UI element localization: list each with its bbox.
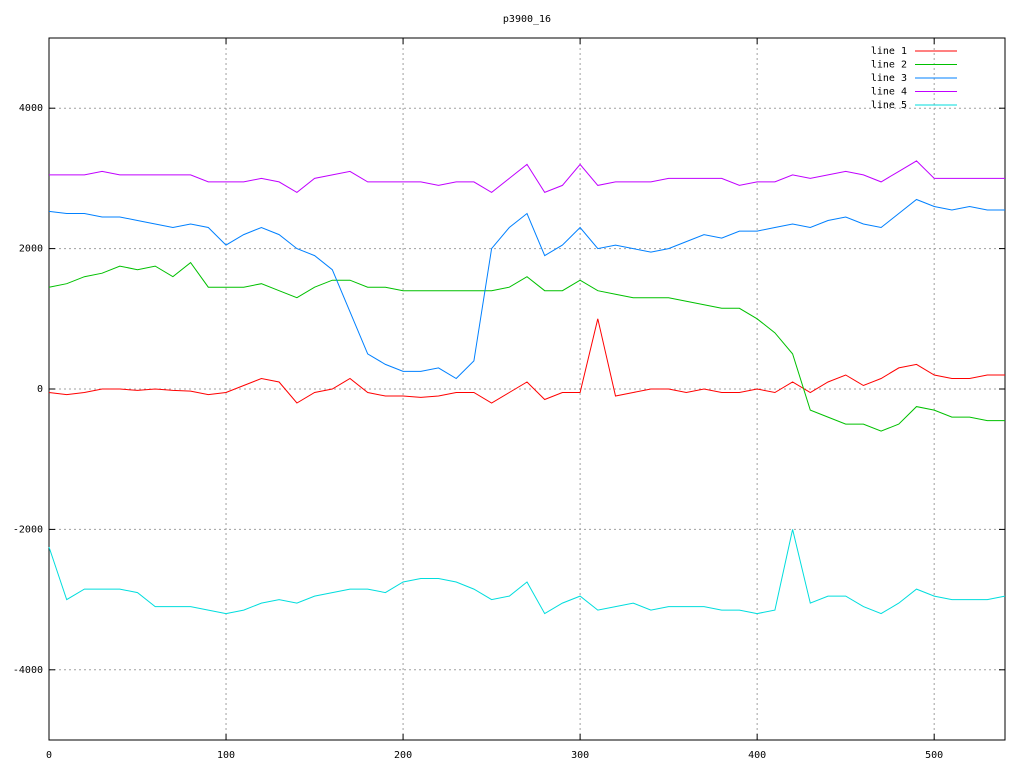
series-line <box>48 261 1005 432</box>
legend-label: line 3 <box>871 73 907 84</box>
series-line <box>48 198 1005 380</box>
legend-label: line 2 <box>871 60 907 71</box>
legend-label: line 1 <box>871 46 907 57</box>
legend-label: line 5 <box>871 100 907 111</box>
y-tick-label: 0 <box>37 384 43 395</box>
x-tick-label: 200 <box>394 750 412 761</box>
x-tick-label: 0 <box>46 750 52 761</box>
plot-border <box>48 37 1006 741</box>
x-tick-label: 100 <box>217 750 235 761</box>
chart-title: p3900_16 <box>503 14 551 25</box>
y-tick-label: -2000 <box>13 524 43 535</box>
x-tick-label: 400 <box>748 750 766 761</box>
series-line <box>48 529 1006 615</box>
y-tick-label: 2000 <box>19 244 43 255</box>
legend-label: line 4 <box>871 87 907 98</box>
x-tick-label: 300 <box>571 750 589 761</box>
y-tick-label: -4000 <box>13 665 43 676</box>
series-line <box>48 318 1005 404</box>
x-tick-label: 500 <box>925 750 943 761</box>
y-tick-label: 4000 <box>19 103 43 114</box>
series-line <box>49 160 1005 194</box>
